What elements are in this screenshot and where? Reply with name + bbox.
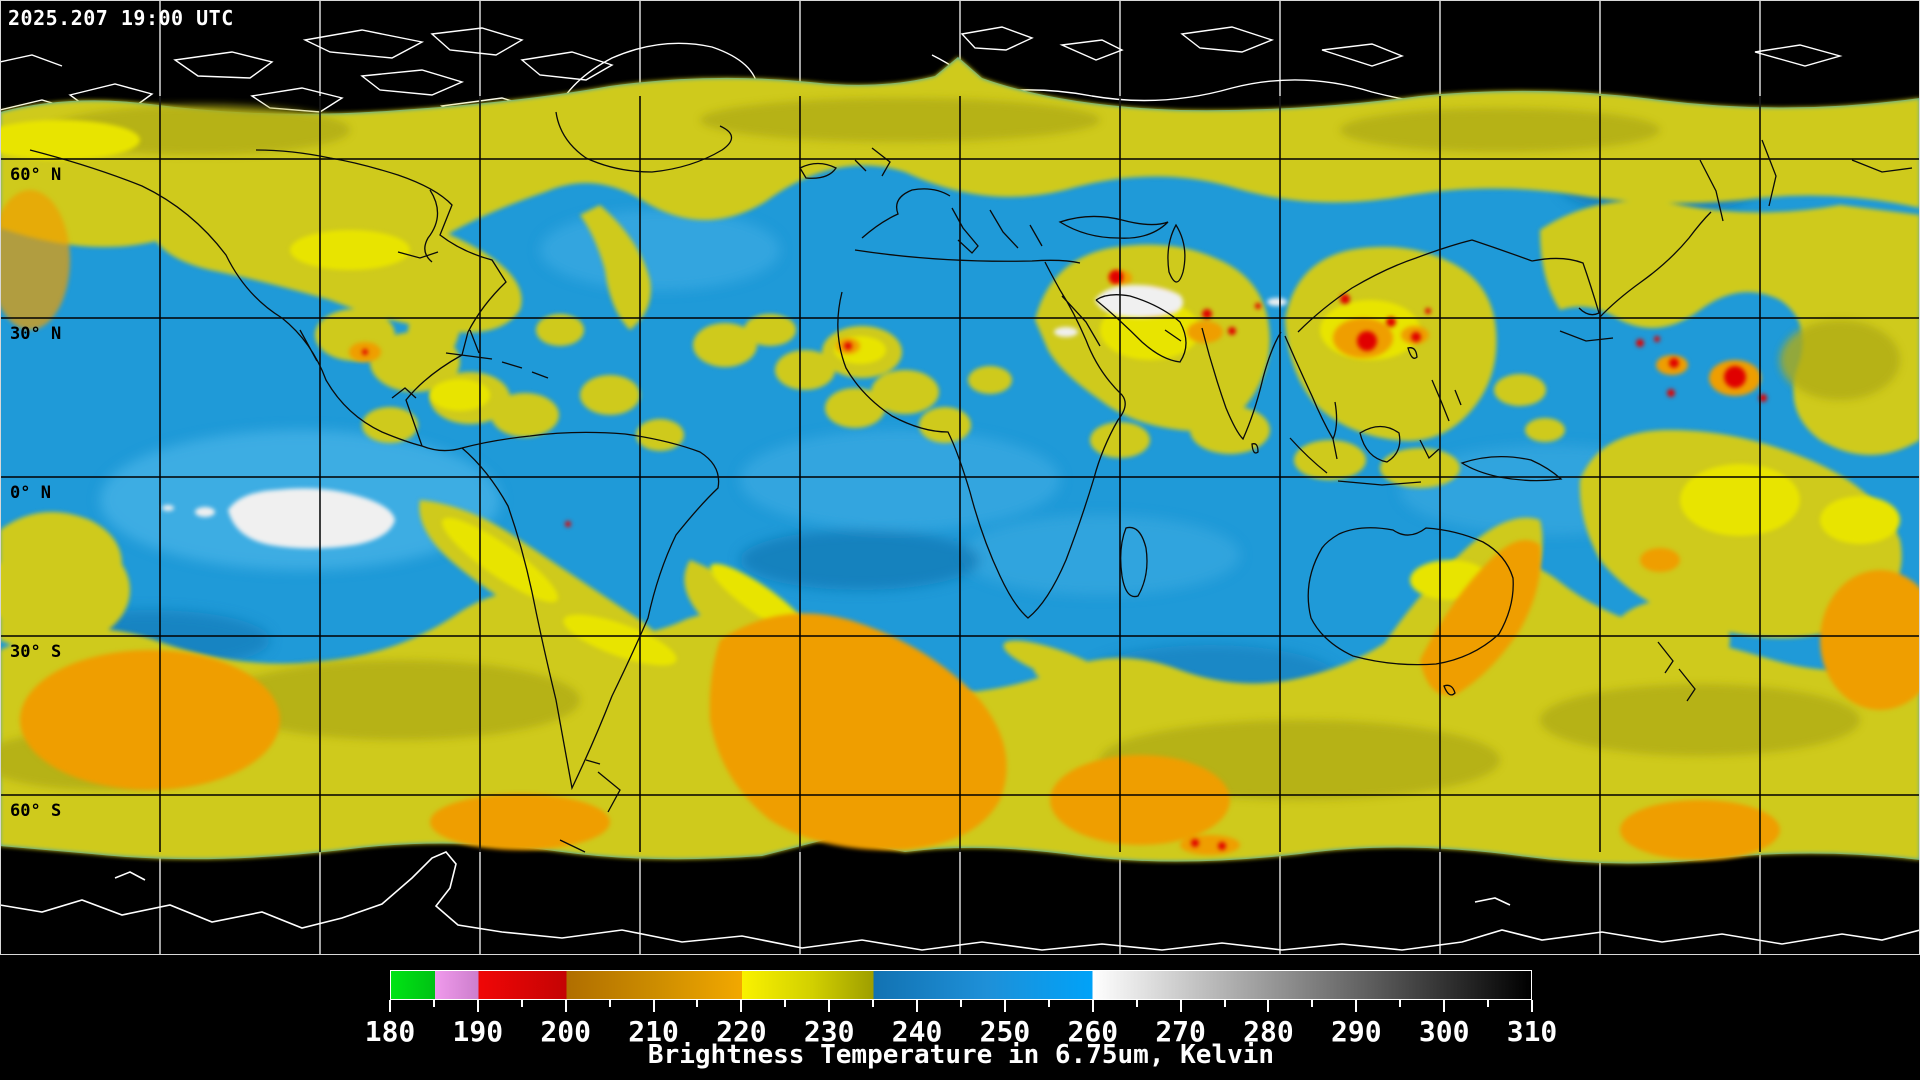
colorbar-minor-tick bbox=[872, 1000, 875, 1007]
colorbar-minor-tick bbox=[696, 1000, 699, 1007]
colorbar-major-tick bbox=[1003, 1000, 1006, 1012]
colorbar-minor-tick bbox=[1047, 1000, 1050, 1007]
europe-coast bbox=[854, 147, 1186, 283]
north-america-coast bbox=[29, 149, 549, 452]
colorbar-tick-label: 230 bbox=[803, 1015, 855, 1048]
colorbar-tick-label: 250 bbox=[979, 1015, 1031, 1048]
colorbar-major-tick bbox=[1531, 1000, 1533, 1012]
colorbar-tick-label: 310 bbox=[1506, 1015, 1558, 1048]
africa-coast bbox=[837, 261, 1148, 619]
colorbar-title: Brightness Temperature in 6.75um, Kelvin bbox=[647, 1040, 1275, 1070]
antarctica-coastline bbox=[0, 851, 1920, 951]
south-america-coast bbox=[461, 431, 720, 853]
colorbar-minor-tick bbox=[432, 1000, 435, 1007]
orange-cloud-patches bbox=[0, 190, 1920, 860]
colorbar-major-tick bbox=[1091, 1000, 1094, 1012]
colorbar-tick-label: 210 bbox=[628, 1015, 679, 1048]
asia-coast bbox=[1095, 139, 1913, 460]
colorbar-minor-tick bbox=[784, 1000, 787, 1007]
colorbar-minor-tick bbox=[1311, 1000, 1314, 1007]
colorbar-gradient bbox=[390, 970, 1532, 1000]
colorbar-ticks bbox=[389, 1000, 1533, 1013]
colorbar-minor-tick bbox=[1487, 1000, 1490, 1007]
colorbar-tick-label: 290 bbox=[1331, 1015, 1382, 1048]
lat-label-60s: 60° S bbox=[10, 801, 62, 821]
colorbar-major-tick bbox=[916, 1000, 919, 1012]
colorbar: 180 190 200 210 220 230 240 250 260 270 280 290 300 3… bbox=[365, 970, 1558, 1048]
timestamp: 2025.207 19:00 UTC bbox=[8, 6, 234, 30]
colorbar-major-tick bbox=[652, 1000, 655, 1012]
warm-white-patches bbox=[162, 284, 1287, 549]
graticule-black bbox=[0, 96, 1920, 852]
graticule-black-meridians bbox=[159, 96, 1761, 852]
colorbar-major-tick bbox=[476, 1000, 479, 1012]
colorbar-minor-tick bbox=[960, 1000, 962, 1007]
colorbar-tick-label: 180 bbox=[364, 1015, 416, 1048]
colorbar-tick-label: 280 bbox=[1243, 1015, 1294, 1048]
greenland-iceland-coast bbox=[555, 111, 837, 179]
colorbar-tick-label: 260 bbox=[1067, 1015, 1119, 1048]
colorbar-tick-labels: 180 190 200 210 220 230 240 250 260 270 280 290 300 3… bbox=[365, 1013, 1558, 1048]
colorbar-major-tick bbox=[1355, 1000, 1358, 1012]
colorbar-major-tick bbox=[1267, 1000, 1270, 1012]
colorbar-tick-label: 300 bbox=[1418, 1015, 1470, 1048]
colorbar-major-tick bbox=[389, 1000, 391, 1012]
colorbar-tick-label: 220 bbox=[716, 1015, 767, 1048]
colorbar-tick-label: 190 bbox=[452, 1015, 504, 1048]
continent-coastlines bbox=[29, 111, 1913, 853]
indonesia-australia-coast bbox=[1251, 425, 1696, 702]
colorbar-major-tick bbox=[740, 1000, 743, 1012]
graticule-black-parallels bbox=[0, 158, 1920, 796]
colorbar-minor-tick bbox=[1135, 1000, 1138, 1007]
lat-label-30n: 30° N bbox=[10, 324, 62, 344]
colorbar-major-tick bbox=[564, 1000, 567, 1012]
lat-label-30s: 30° S bbox=[10, 642, 62, 662]
colorbar-minor-tick bbox=[1399, 1000, 1402, 1007]
lat-label-0n: 0° N bbox=[10, 483, 51, 503]
colorbar-minor-tick bbox=[520, 1000, 523, 1007]
olive-shading bbox=[0, 98, 1900, 800]
warm-white-patch-pacific bbox=[228, 488, 395, 549]
lat-label-60n: 60° N bbox=[10, 165, 62, 185]
colorbar-major-tick bbox=[1443, 1000, 1446, 1012]
colorbar-tick-label: 270 bbox=[1155, 1015, 1206, 1048]
colorbar-minor-tick bbox=[1223, 1000, 1226, 1007]
colorbar-tick-label: 240 bbox=[891, 1015, 943, 1048]
colorbar-tick-label: 200 bbox=[540, 1015, 591, 1048]
colorbar-minor-tick bbox=[608, 1000, 611, 1007]
colorbar-major-tick bbox=[1179, 1000, 1182, 1012]
colorbar-major-tick bbox=[828, 1000, 831, 1012]
map-canvas bbox=[0, 0, 1920, 956]
